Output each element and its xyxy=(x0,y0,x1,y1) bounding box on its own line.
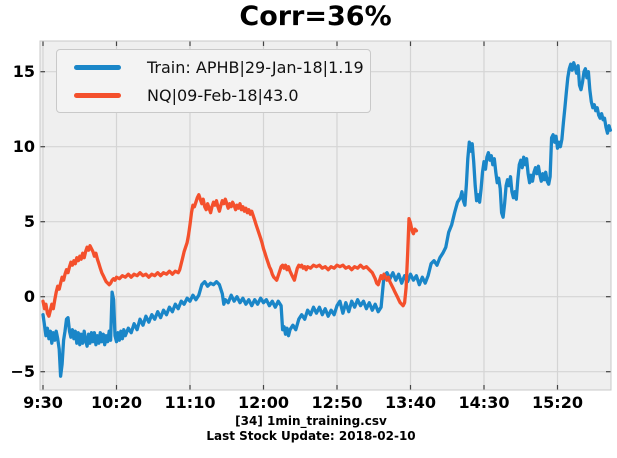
x-tick-label: 14:30 xyxy=(459,393,510,412)
nq-series-line xyxy=(41,193,419,318)
train-line-swatch xyxy=(74,64,121,70)
y-tick-label: 5 xyxy=(24,212,35,231)
chart-title: Corr=36% xyxy=(239,1,392,32)
x-tick-label: 10:20 xyxy=(91,393,142,412)
footer-filename: [34] 1min_training.csv xyxy=(235,414,387,428)
x-tick-label: 11:10 xyxy=(165,393,216,412)
legend: Train: APHB|29-Jan-18|1.19 NQ|09-Feb-18|… xyxy=(56,49,371,113)
nq-line-swatch xyxy=(74,92,121,98)
y-tick-label: 10 xyxy=(13,137,35,156)
x-tick-label: 12:50 xyxy=(312,393,363,412)
footer-last-update: Last Stock Update: 2018-02-10 xyxy=(206,428,416,443)
x-tick-label: 9:30 xyxy=(23,393,63,412)
legend-item-train: Train: APHB|29-Jan-18|1.19 xyxy=(57,54,370,80)
train-series-line xyxy=(41,61,613,378)
chart-footer: [34] 1min_training.csv Last Stock Update… xyxy=(0,414,617,443)
axes-frame xyxy=(39,40,612,391)
x-tick-label: 15:20 xyxy=(532,393,583,412)
nq-legend-label: NQ|09-Feb-18|43.0 xyxy=(147,85,299,105)
y-tick-label: 15 xyxy=(13,62,35,81)
y-tick-label: 0 xyxy=(24,287,35,306)
x-tick-label: 12:00 xyxy=(238,393,289,412)
y-tick-label: −5 xyxy=(10,362,35,381)
x-tick-label: 13:40 xyxy=(385,393,436,412)
legend-item-nq: NQ|09-Feb-18|43.0 xyxy=(57,82,370,108)
train-legend-label: Train: APHB|29-Jan-18|1.19 xyxy=(147,57,364,77)
